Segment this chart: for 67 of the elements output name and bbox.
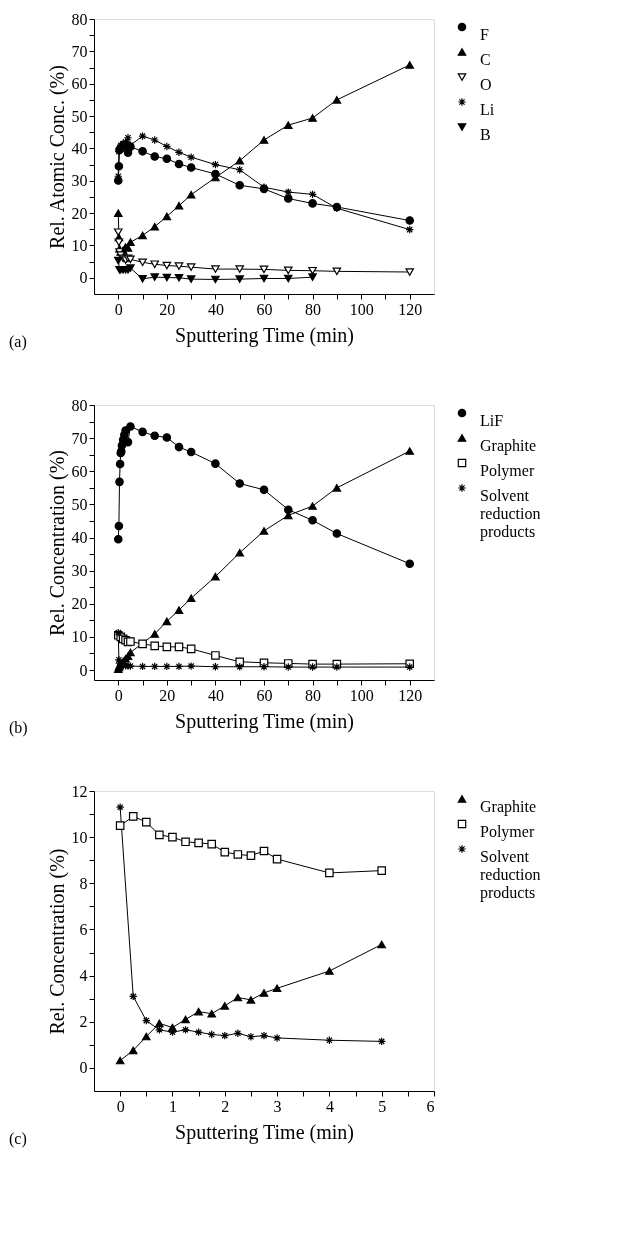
y-axis-title: Rel. Concentration (%) — [45, 449, 69, 637]
y-tick-label: 20 — [71, 204, 88, 222]
y-tick-label: 60 — [71, 462, 88, 480]
x-tick-label: 0 — [114, 300, 123, 318]
y-tick-label: 10 — [71, 628, 88, 646]
x-tick-label: 3 — [273, 1097, 282, 1115]
y-tick-label: 0 — [79, 1059, 88, 1077]
y-tick-label: 6 — [79, 920, 88, 938]
y-tick-label: 50 — [71, 107, 88, 125]
y-tick-label: 2 — [79, 1013, 88, 1031]
legend-label: Polymer — [480, 823, 535, 841]
x-tick-label: 20 — [159, 300, 176, 318]
y-tick-label: 10 — [71, 236, 88, 254]
y-tick-label: 70 — [71, 429, 88, 447]
x-tick-label: 0 — [114, 686, 123, 704]
x-tick-label: 20 — [159, 686, 176, 704]
legend-label: Polymer — [480, 462, 535, 480]
legend-label: C — [480, 51, 491, 68]
legend-label: LiF — [480, 412, 504, 429]
x-tick-label: 0 — [116, 1097, 125, 1115]
y-tick-label: 4 — [79, 967, 88, 985]
x-tick-label: 2 — [221, 1097, 230, 1115]
x-tick-label: 100 — [349, 686, 374, 704]
text: (a) — [9, 333, 27, 351]
y-axis-title: Rel. Concentration (%) — [45, 848, 69, 1035]
legend-label: Solvent reduction products — [480, 848, 541, 902]
x-tick-label: 40 — [207, 686, 224, 704]
x-tick-label: 5 — [378, 1097, 387, 1115]
y-tick-label: 30 — [71, 172, 88, 190]
y-tick-label: 70 — [71, 42, 88, 60]
x-tick-label: 120 — [398, 300, 423, 318]
legend-label: Graphite — [480, 437, 536, 455]
x-tick-label: 60 — [256, 686, 273, 704]
y-tick-label: 80 — [71, 10, 88, 28]
text: (c) — [9, 1130, 27, 1148]
legend-label: F — [480, 26, 489, 43]
x-tick-label: 4 — [325, 1097, 334, 1115]
y-tick-label: 60 — [71, 75, 88, 93]
y-axis-title: Rel. Atomic Conc. (%) — [45, 65, 69, 249]
y-tick-label: 0 — [79, 269, 88, 287]
legend-label: Solvent reduction products — [480, 487, 541, 541]
x-tick-label: 100 — [349, 300, 374, 318]
legend-label: O — [480, 76, 492, 93]
x-axis-title: Sputtering Time (min) — [175, 1120, 354, 1144]
y-tick-label: 20 — [71, 595, 88, 613]
text: (b) — [9, 719, 28, 737]
legend-label: Li — [480, 101, 495, 118]
y-tick-label: 12 — [71, 782, 88, 800]
x-tick-label: 60 — [256, 300, 273, 318]
y-tick-label: 50 — [71, 495, 88, 513]
y-tick-label: 40 — [71, 139, 88, 157]
x-tick-label: 80 — [305, 686, 322, 704]
legend-label: B — [480, 126, 491, 143]
y-tick-label: 30 — [71, 562, 88, 580]
y-tick-label: 80 — [71, 396, 88, 414]
x-axis-title: Sputtering Time (min) — [175, 323, 354, 347]
x-tick-label: 6 — [426, 1097, 435, 1115]
y-tick-label: 40 — [71, 529, 88, 547]
y-tick-label: 8 — [79, 874, 88, 892]
x-axis-title: Sputtering Time (min) — [175, 709, 354, 733]
y-tick-label: 10 — [71, 828, 88, 846]
x-tick-label: 1 — [168, 1097, 177, 1115]
x-tick-label: 80 — [305, 300, 322, 318]
x-tick-label: 40 — [207, 300, 224, 318]
y-tick-label: 0 — [79, 661, 88, 679]
legend-label: Graphite — [480, 798, 536, 816]
x-tick-label: 120 — [398, 686, 423, 704]
